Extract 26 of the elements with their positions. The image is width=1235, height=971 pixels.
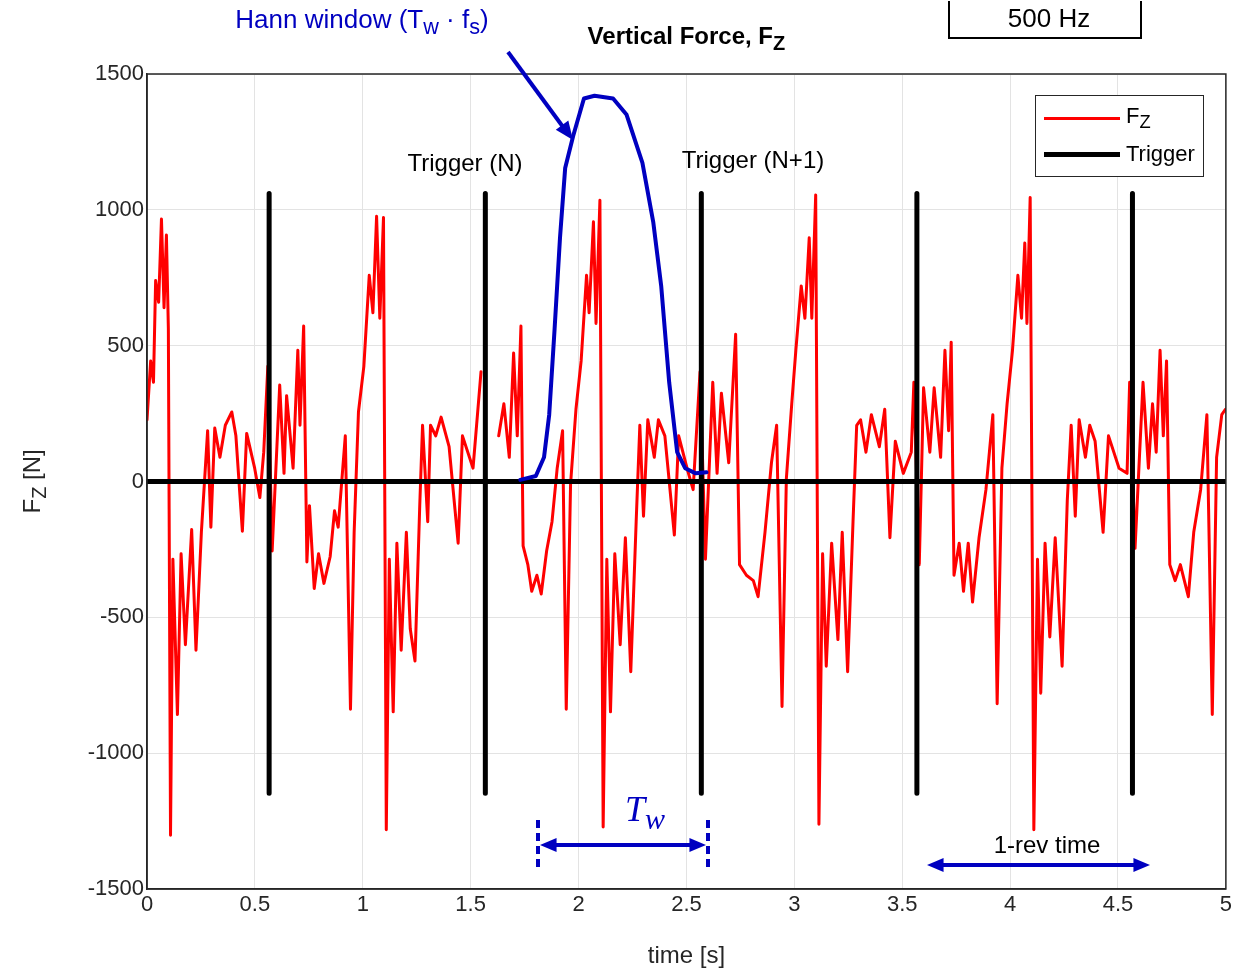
legend-label: Trigger [1126,141,1195,167]
chart-title: Vertical Force, F$_{Z}$ [587,21,786,55]
x-tick-label: 1.5 [455,891,486,917]
y-tick-label: -1000 [87,739,144,765]
annotation: Trigger (N) [407,149,523,177]
x-tick-label: 5 [1219,891,1233,917]
x-tick-label: 4 [1003,891,1017,917]
x-tick-label: 2.5 [671,891,702,917]
text: Hann window (T$_{w}$ · f$_{s}$) [235,3,489,41]
x-axis-title: time [s] [647,941,726,969]
x-tick-label: 2 [572,891,585,917]
x-tick-label: 3 [788,891,801,917]
x-tick-label: 0.5 [239,891,271,917]
x-tick-label: 4.5 [1102,891,1134,917]
annotation: Trigger (N+1) [681,146,825,174]
annotation: T$_{w}$ [620,787,670,837]
y-tick-label: 1000 [95,195,144,221]
x-tick-label: 1 [356,891,369,917]
legend-label: F$_{Z}$ [1126,102,1151,134]
y-tick-label: 1500 [95,60,144,86]
y-tick-label: 500 [107,331,144,357]
x-tick-label: 3.5 [886,891,918,917]
annotation: 1-rev time [993,831,1101,859]
text: 500 Hz [947,1,1143,39]
y-tick-label: -500 [99,603,144,629]
y-tick-label: 0 [131,467,144,493]
